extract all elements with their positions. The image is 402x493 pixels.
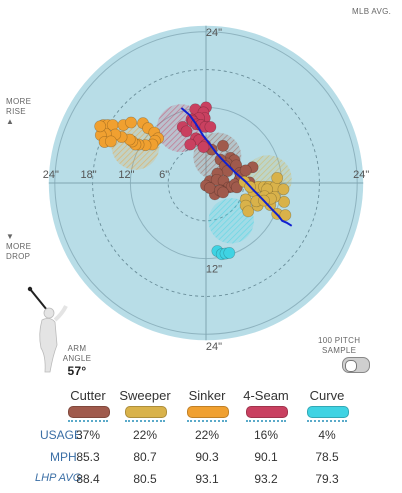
- sample-toggle-line1: 100 PITCH: [318, 336, 361, 345]
- pitch-point-4-seam: [184, 138, 197, 151]
- pitch-color-swatch: [68, 406, 110, 418]
- pitch-point-4-seam: [204, 121, 217, 133]
- trend-line: [180, 107, 293, 227]
- mph-row-label: MPH: [50, 450, 77, 464]
- pitch-name-label: Sweeper: [119, 388, 171, 403]
- pitch-point-sweeper: [271, 172, 284, 184]
- pitch-point-sweeper: [242, 205, 255, 218]
- pitch-point-cutter: [203, 182, 216, 194]
- pitch-point-sweeper: [279, 209, 292, 222]
- lhp-avg-value: 79.3: [315, 472, 339, 486]
- arm-angle-line2: ANGLE: [62, 354, 92, 363]
- pitch-color-swatch: [307, 406, 349, 418]
- pitch-points: [94, 101, 292, 261]
- usage-divider: [68, 418, 108, 422]
- mph-value: 90.3: [195, 450, 219, 464]
- pitch-point-cutter: [217, 186, 229, 199]
- more-drop-line2: DROP: [6, 252, 31, 261]
- v-tick-label: 24": [206, 341, 222, 353]
- toggle-knob: [345, 360, 357, 372]
- more-rise-line1: MORE: [6, 97, 32, 106]
- mph-value: 85.3: [76, 450, 100, 464]
- more-rise-label: MORE RISE ▲: [6, 97, 31, 127]
- h-tick-label: 12": [118, 169, 134, 181]
- mph-value: 78.5: [315, 450, 339, 464]
- more-drop-label: ▼ MORE DROP: [6, 232, 31, 262]
- pitch-name-label: Cutter: [70, 388, 106, 403]
- usage-divider: [246, 418, 286, 422]
- arm-angle-line1: ARM: [67, 344, 87, 353]
- arm-angle-pitcher-icon: [27, 286, 68, 373]
- pitch-point-cutter: [221, 165, 234, 177]
- movement-chart: 24" 18" 12" 6" 24" 24" 12" 24": [27, 25, 370, 373]
- v-tick-label: 24": [206, 27, 222, 39]
- lhp-avg-value: 88.4: [76, 472, 100, 486]
- mph-value: 80.7: [133, 450, 157, 464]
- usage-divider: [125, 418, 165, 422]
- more-rise-line2: RISE: [6, 107, 26, 116]
- lhp-avg-value: 93.1: [195, 472, 219, 486]
- h-tick-label: 24": [43, 169, 59, 181]
- v-tick-label: 12": [206, 264, 222, 276]
- usage-value: 4%: [318, 428, 336, 442]
- usage-value: 16%: [253, 428, 279, 442]
- pitch-point-sinker: [104, 135, 117, 148]
- arm-angle-label: ARM ANGLE 57°: [62, 344, 92, 378]
- lhp-avg-value: 93.2: [254, 472, 278, 486]
- usage-value: 22%: [132, 428, 158, 442]
- pitch-name-label: Curve: [309, 388, 345, 403]
- mph-value: 90.1: [254, 450, 278, 464]
- pitch-name-label: 4-Seam: [243, 388, 289, 403]
- down-arrow-icon: ▼: [6, 232, 15, 241]
- pitch-point-curve: [223, 247, 236, 259]
- lhp-avg-row-label: LHP AVG: [35, 472, 82, 484]
- pitch-color-swatch: [246, 406, 288, 418]
- pitch-color-swatch: [187, 406, 229, 418]
- lhp-avg-value: 80.5: [133, 472, 157, 486]
- up-arrow-icon: ▲: [6, 117, 15, 126]
- mlb-avg-label: MLB AVG.: [352, 7, 392, 16]
- tick-labels: 24" 18" 12" 6" 24" 24" 12" 24": [43, 27, 370, 353]
- h-tick-label: 18": [81, 169, 97, 181]
- pitch-point-cutter: [217, 139, 229, 152]
- pitch-point-sweeper: [278, 195, 291, 208]
- pitch-point-4-seam: [197, 141, 210, 153]
- usage-value: 37%: [75, 428, 101, 442]
- pitch-point-sinker: [125, 116, 137, 129]
- pitch-point-cutter: [239, 164, 252, 177]
- h-tick-label: 6": [159, 169, 169, 181]
- more-drop-line1: MORE: [6, 242, 32, 251]
- pitch-color-swatch: [125, 406, 167, 418]
- usage-divider: [187, 418, 227, 422]
- sample-toggle[interactable]: [342, 357, 370, 373]
- pitch-point-sinker: [94, 120, 107, 133]
- h-tick-label: 24": [353, 169, 369, 181]
- pitch-name-label: Sinker: [188, 388, 226, 403]
- usage-value: 22%: [194, 428, 220, 442]
- pitch-point-sweeper: [277, 183, 290, 196]
- usage-divider: [307, 418, 347, 422]
- pitch-point-4-seam: [180, 125, 193, 138]
- sample-toggle-line2: SAMPLE: [322, 346, 357, 355]
- arm-angle-value: 57°: [67, 364, 87, 378]
- sample-toggle-label: 100 PITCH SAMPLE: [318, 336, 360, 356]
- usage-row-label: USAGE: [40, 428, 83, 442]
